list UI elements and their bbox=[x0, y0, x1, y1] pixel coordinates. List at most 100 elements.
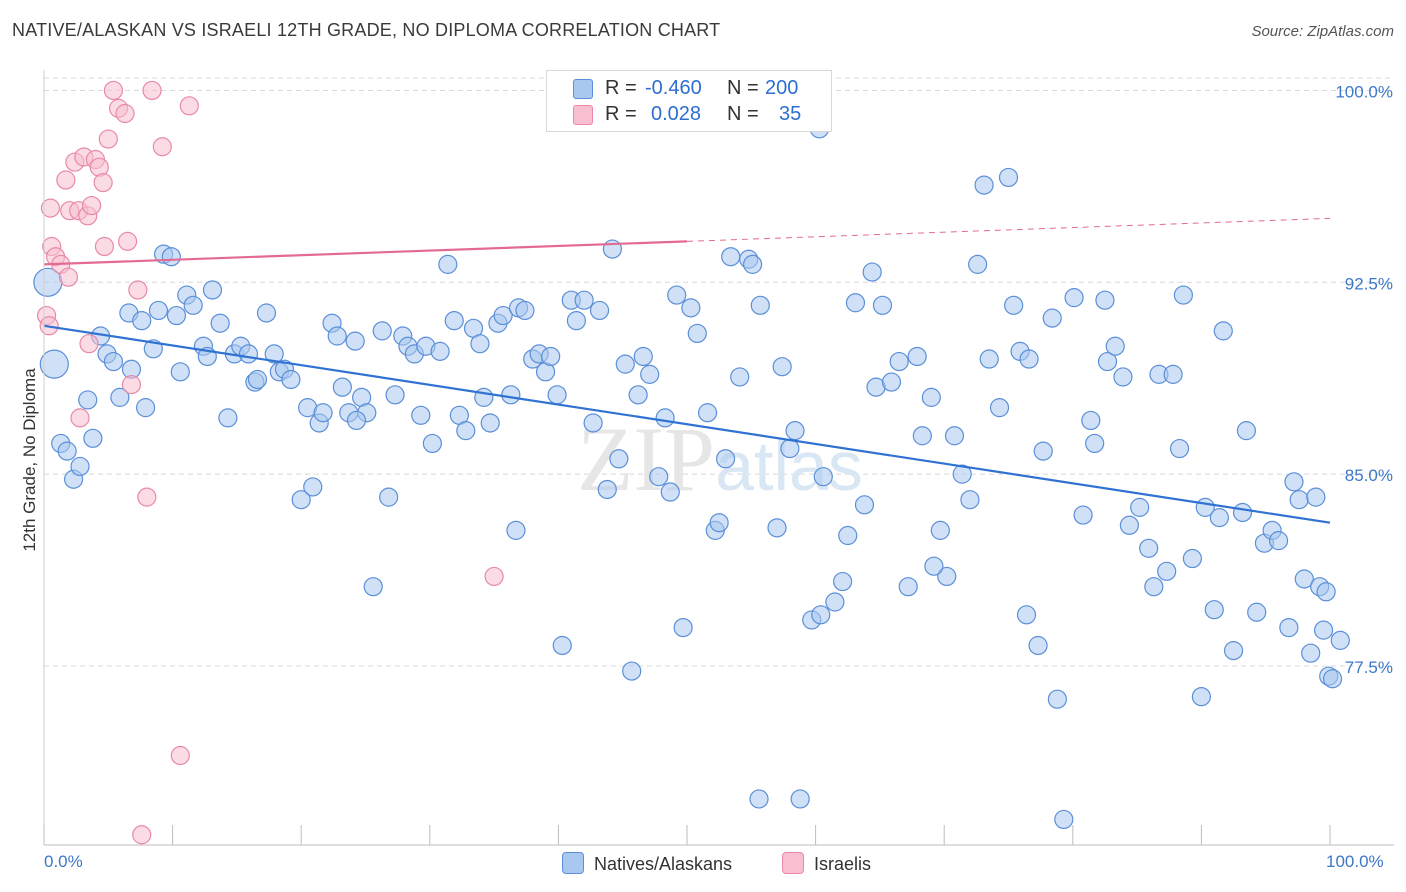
native-point bbox=[281, 369, 301, 390]
y-tick-label: 92.5% bbox=[1345, 274, 1393, 293]
native-point bbox=[166, 305, 187, 326]
native-point bbox=[1223, 641, 1244, 661]
native-point bbox=[767, 518, 787, 538]
native-point bbox=[1144, 577, 1164, 597]
israeli-point bbox=[170, 745, 190, 766]
watermark: ZIPatlas bbox=[577, 408, 863, 510]
native-point bbox=[202, 280, 223, 300]
native-point bbox=[589, 300, 610, 321]
native-point bbox=[681, 298, 701, 318]
israeli-point bbox=[484, 566, 504, 587]
native-point bbox=[501, 385, 521, 405]
native-point bbox=[930, 520, 950, 540]
native-point bbox=[633, 346, 653, 367]
native-point bbox=[944, 426, 965, 446]
source-label: Source: ZipAtlas.com bbox=[1251, 23, 1394, 40]
native-point bbox=[1284, 472, 1304, 492]
native-point bbox=[470, 334, 490, 354]
native-point bbox=[1191, 687, 1212, 707]
legend-r-value: -0.460 bbox=[645, 77, 702, 99]
native-point bbox=[135, 398, 156, 418]
natives-points bbox=[33, 119, 1350, 830]
legend-n-value: 35 bbox=[779, 103, 802, 125]
native-point bbox=[1095, 290, 1115, 310]
native-point bbox=[1173, 285, 1193, 305]
native-point bbox=[411, 405, 431, 425]
native-point bbox=[1019, 349, 1039, 369]
native-point bbox=[673, 617, 693, 638]
legend-r-label: R = bbox=[605, 103, 637, 125]
native-point bbox=[1301, 643, 1321, 663]
native-point bbox=[78, 390, 98, 410]
israeli-point bbox=[94, 236, 115, 257]
native-point bbox=[1064, 288, 1084, 308]
legend-n-label: N = bbox=[727, 77, 759, 99]
israeli-point bbox=[93, 172, 113, 193]
native-point bbox=[1119, 515, 1139, 535]
native-point bbox=[1073, 505, 1093, 525]
native-point bbox=[103, 351, 124, 372]
native-point bbox=[1004, 295, 1024, 315]
native-point bbox=[493, 305, 513, 326]
native-point bbox=[1047, 689, 1067, 709]
native-point bbox=[750, 295, 770, 315]
native-point bbox=[881, 372, 902, 392]
native-point bbox=[170, 362, 190, 382]
native-point bbox=[1279, 617, 1299, 638]
native-point bbox=[541, 346, 561, 367]
native-point bbox=[1163, 364, 1183, 384]
native-point bbox=[1016, 605, 1037, 625]
native-point bbox=[313, 403, 333, 423]
native-point bbox=[872, 295, 893, 315]
israeli-point bbox=[56, 170, 76, 190]
y-tick-label: 85.0% bbox=[1345, 466, 1393, 485]
native-point bbox=[1232, 502, 1253, 523]
native-point bbox=[1209, 508, 1230, 528]
native-point bbox=[742, 254, 763, 274]
native-point bbox=[291, 490, 311, 510]
israeli-point bbox=[79, 334, 99, 354]
y-axis-label: 12th Grade, No Diploma bbox=[20, 368, 39, 552]
israeli-point bbox=[117, 231, 138, 251]
native-point bbox=[1316, 582, 1336, 602]
native-point bbox=[889, 351, 909, 372]
native-point bbox=[210, 313, 230, 333]
native-point bbox=[515, 300, 535, 321]
correlation-legend: R = -0.460 N = 200 R = 0.028 N = 35 bbox=[546, 70, 832, 132]
native-point bbox=[39, 349, 69, 379]
native-point bbox=[1085, 433, 1105, 454]
native-point bbox=[264, 344, 284, 364]
native-point bbox=[811, 605, 831, 625]
native-point bbox=[238, 344, 259, 364]
native-point bbox=[649, 467, 669, 487]
native-point bbox=[379, 487, 399, 507]
native-point bbox=[968, 254, 988, 274]
native-point bbox=[256, 303, 277, 323]
native-point bbox=[1054, 809, 1074, 830]
native-point bbox=[825, 592, 845, 612]
native-point bbox=[813, 467, 833, 487]
native-point bbox=[552, 635, 572, 656]
israelis-legend-swatch bbox=[782, 852, 804, 874]
x-tick-min: 0.0% bbox=[44, 852, 83, 871]
chart-title: NATIVE/ALASKAN VS ISRAELI 12TH GRADE, NO… bbox=[12, 20, 721, 40]
native-point bbox=[772, 357, 792, 377]
israeli-point bbox=[58, 267, 79, 287]
native-point bbox=[1130, 497, 1150, 517]
native-point bbox=[1313, 620, 1334, 640]
israeli-point bbox=[81, 195, 102, 216]
native-point bbox=[838, 525, 858, 546]
native-point bbox=[979, 349, 999, 369]
native-point bbox=[660, 482, 680, 502]
native-point bbox=[622, 661, 642, 681]
native-point bbox=[845, 293, 866, 313]
legend-n-value: 200 bbox=[765, 77, 799, 99]
israelis-trend-dashed bbox=[686, 217, 1331, 242]
native-point bbox=[422, 433, 442, 454]
native-point bbox=[1113, 367, 1133, 387]
native-point bbox=[912, 426, 932, 446]
natives-swatch bbox=[573, 79, 593, 99]
native-point bbox=[132, 311, 152, 331]
israeli-point bbox=[137, 487, 157, 507]
